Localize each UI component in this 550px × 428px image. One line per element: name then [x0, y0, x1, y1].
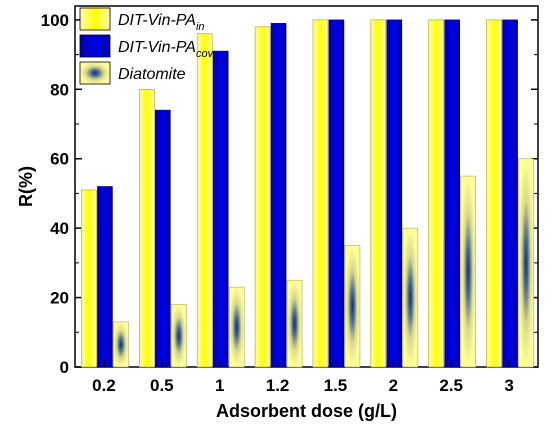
plot-frame [74, 5, 539, 368]
bar-dit-vin-pa-in [312, 19, 329, 368]
bar-dit-vin-pa-in [81, 189, 97, 368]
x-tick-label: 0.2 [92, 376, 116, 395]
legend-swatch [79, 7, 111, 31]
y-tick-label: 0 [60, 358, 69, 377]
bar-dit-vin-pa-cov [155, 109, 171, 368]
x-tick-label: 2.5 [439, 376, 463, 395]
legend-swatch [79, 34, 111, 58]
bar-dit-vin-pa-cov [270, 23, 287, 368]
legend-label-subscript: in [196, 21, 205, 33]
bar-dit-vin-pa-cov [386, 19, 403, 368]
y-axis-title: R(%) [16, 166, 36, 207]
bar-diatomite [518, 158, 534, 368]
bar-dit-vin-pa-in [428, 19, 444, 368]
legend-label-name: DIT-Vin-PA [118, 12, 196, 29]
bar-diatomite [228, 286, 245, 368]
bar-dit-vin-pa-in [139, 89, 155, 368]
bar-dit-vin-pa-cov [212, 50, 229, 368]
legend-label-name: Diatomite [118, 66, 186, 83]
x-tick-label: 0.5 [150, 376, 174, 395]
bar-dit-vin-pa-cov [328, 19, 345, 368]
y-tick-label: 80 [50, 80, 69, 99]
y-tick-label: 100 [41, 11, 69, 30]
bar-diatomite [402, 227, 419, 368]
legend-label: DIT-Vin-PAcov [118, 39, 215, 60]
legend-label: DIT-Vin-PAin [118, 12, 205, 33]
y-tick-label: 20 [50, 289, 69, 308]
y-tick-label: 60 [50, 150, 69, 169]
x-tick-label: 1 [215, 376, 224, 395]
x-tick-label: 1.5 [324, 376, 348, 395]
bar-dit-vin-pa-cov [444, 19, 460, 368]
x-tick-label: 3 [504, 376, 513, 395]
x-tick-label: 1.2 [266, 376, 290, 395]
x-tick-label: 2 [389, 376, 398, 395]
bar-diatomite [344, 245, 361, 368]
legend-label-subscript: cov [196, 48, 215, 60]
y-tick-label: 40 [50, 219, 69, 238]
bar-dit-vin-pa-in [370, 19, 387, 368]
bar-dit-vin-pa-in [486, 19, 502, 368]
legend-swatch [79, 61, 111, 85]
bar-diatomite [113, 321, 129, 368]
legend-label: Diatomite [118, 66, 186, 83]
bar-dit-vin-pa-in [196, 33, 213, 368]
bar-diatomite [171, 304, 187, 368]
bar-diatomite [286, 279, 303, 368]
bar-diatomite [460, 175, 476, 368]
bar-dit-vin-pa-cov [97, 186, 113, 368]
bar-dit-vin-pa-cov [502, 19, 518, 368]
bar-dit-vin-pa-in [254, 26, 271, 368]
x-axis-title: Adsorbent dose (g/L) [216, 401, 397, 421]
legend-label-name: DIT-Vin-PA [118, 39, 196, 56]
